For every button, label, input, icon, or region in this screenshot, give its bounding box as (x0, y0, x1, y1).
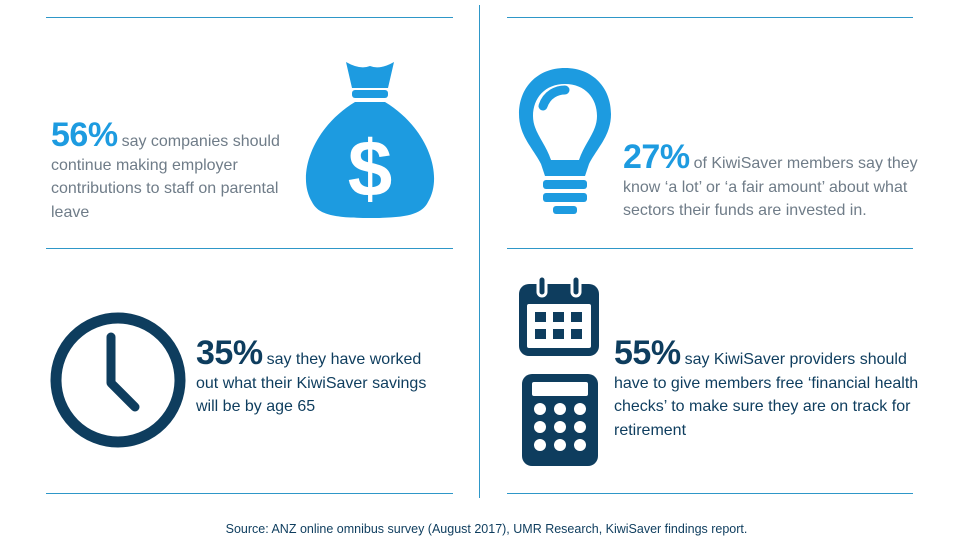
stat-27-line-2: know ‘a lot’ or ‘a fair amount’ about wh… (623, 178, 908, 196)
stat-56-percent: 56% (51, 116, 118, 154)
stat-56: 56% say companies should continue making … (51, 118, 301, 224)
stat-55-line-3: checks’ to make sure they are on track f… (614, 398, 911, 415)
stat-56-line-2: continue making employer (51, 156, 238, 174)
stat-55-percent: 55% (614, 334, 681, 372)
stat-35-percent: 35% (196, 334, 263, 372)
stat-35-line-2: out what their KiwiSaver savings (196, 374, 427, 392)
stat-55-line-2: have to give members free ‘financial hea… (614, 374, 919, 392)
stat-56-line-4: leave (51, 203, 90, 221)
money-bag-icon: $ (305, 62, 435, 218)
stat-55-line-4: retirement (614, 421, 687, 439)
stat-27-line-3: sectors their funds are invested in. (623, 202, 867, 219)
calculator-icon (522, 374, 598, 466)
stat-35: 35% say they have worked out what their K… (196, 336, 446, 419)
stat-56-line-3: contributions to staff on parental (51, 180, 279, 197)
rule-top-left (46, 17, 453, 18)
source-note: Source: ANZ online omnibus survey (Augus… (225, 522, 748, 536)
clock-icon (50, 312, 186, 448)
divider-vertical (479, 5, 480, 498)
stat-55: 55% say KiwiSaver providers should have t… (614, 336, 944, 442)
rule-mid-right (507, 248, 913, 249)
stat-35-line-1: say they have worked (266, 351, 422, 368)
stat-35-line-3: will be by age 65 (196, 398, 316, 415)
stat-56-line-1: say companies should (121, 133, 280, 150)
rule-bottom-right (507, 493, 913, 494)
rule-top-right (507, 17, 913, 18)
light-bulb-icon (519, 68, 611, 214)
stat-55-line-1: say KiwiSaver providers should (684, 351, 907, 368)
rule-bottom-left (46, 493, 453, 494)
stat-27-line-1: of KiwiSaver members say they (693, 155, 918, 172)
stat-27: 27% of KiwiSaver members say they know ‘a… (623, 140, 943, 223)
calendar-icon (519, 274, 599, 356)
svg-text:$: $ (348, 124, 393, 213)
rule-mid-left (46, 248, 453, 249)
stat-27-percent: 27% (623, 138, 690, 176)
